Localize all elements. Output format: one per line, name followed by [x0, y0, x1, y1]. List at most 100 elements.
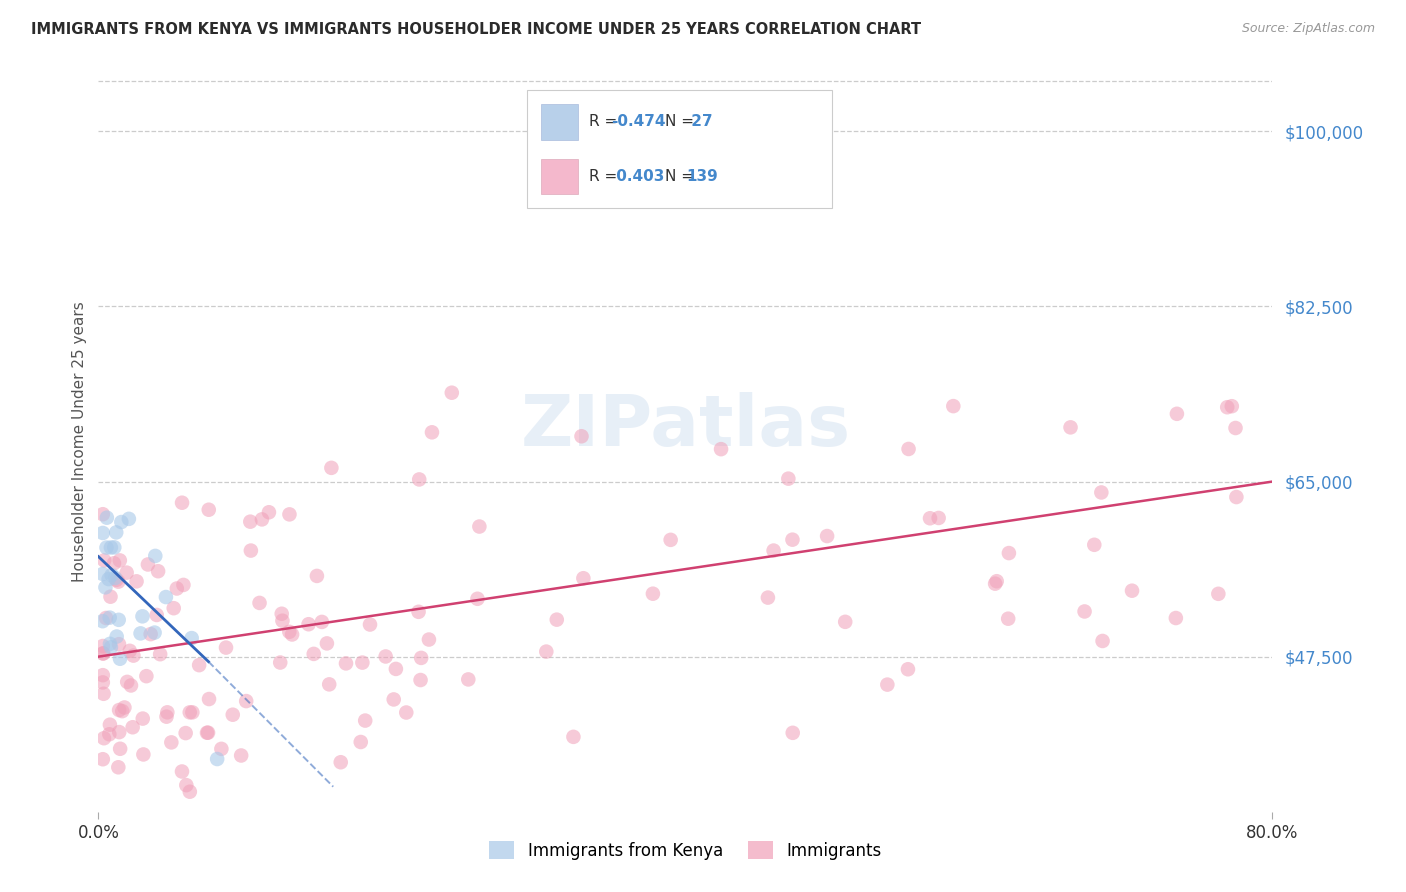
Text: ZIPatlas: ZIPatlas [520, 392, 851, 461]
Point [115, 674, 138, 689]
Point [1121, 583, 1143, 598]
Point [93, 731, 115, 746]
Point [270, 607, 292, 621]
Point [91, 507, 114, 521]
Point [382, 692, 405, 706]
Point [215, 640, 238, 655]
Point [571, 429, 593, 443]
Point [166, 582, 188, 596]
Point [997, 612, 1019, 626]
Point [105, 525, 128, 540]
Point [1166, 407, 1188, 421]
Point [197, 725, 219, 739]
Point [302, 647, 325, 661]
Point [562, 730, 585, 744]
Legend: Immigrants from Kenya, Immigrants: Immigrants from Kenya, Immigrants [482, 835, 889, 866]
Point [91, 668, 114, 682]
Point [98, 637, 121, 651]
Point [778, 472, 800, 486]
Point [762, 543, 785, 558]
Point [197, 502, 219, 516]
Point [318, 677, 340, 691]
Point [98, 717, 121, 731]
Text: Source: ZipAtlas.com: Source: ZipAtlas.com [1241, 22, 1375, 36]
Point [107, 613, 129, 627]
Text: 139: 139 [686, 169, 717, 184]
Point [329, 756, 352, 770]
Point [118, 512, 141, 526]
Point [100, 590, 122, 604]
Point [411, 651, 433, 665]
Point [91, 614, 114, 628]
Text: N =: N = [665, 169, 699, 184]
Point [170, 764, 193, 779]
Point [467, 591, 489, 606]
Point [170, 496, 193, 510]
Point [93, 687, 115, 701]
Point [440, 385, 463, 400]
Point [1216, 401, 1239, 415]
Point [121, 720, 143, 734]
Y-axis label: Householder Income Under 25 years: Householder Income Under 25 years [72, 301, 87, 582]
Point [91, 526, 114, 541]
Point [1220, 399, 1243, 413]
Point [139, 627, 162, 641]
Point [91, 639, 114, 653]
Point [350, 735, 373, 749]
Point [468, 519, 491, 533]
Point [103, 541, 125, 555]
Point [174, 726, 197, 740]
Point [209, 742, 232, 756]
Point [1225, 490, 1247, 504]
Point [155, 590, 177, 604]
Point [105, 630, 128, 644]
Point [103, 556, 125, 570]
Text: R =: R = [589, 169, 621, 184]
Point [163, 601, 186, 615]
Point [1073, 604, 1095, 618]
Point [131, 609, 153, 624]
Point [179, 785, 201, 799]
Point [1225, 421, 1247, 435]
Point [94, 580, 117, 594]
Point [172, 578, 194, 592]
Point [160, 735, 183, 749]
Point [180, 631, 202, 645]
Point [457, 673, 479, 687]
Point [91, 566, 114, 581]
Point [100, 640, 122, 655]
Point [96, 541, 118, 555]
Point [659, 533, 682, 547]
Point [125, 574, 148, 589]
Point [756, 591, 779, 605]
Point [111, 704, 134, 718]
Point [834, 615, 856, 629]
Point [1090, 485, 1112, 500]
Point [143, 625, 166, 640]
Point [408, 472, 430, 486]
Point [179, 706, 201, 720]
Point [918, 511, 941, 525]
Point [536, 644, 558, 658]
Point [108, 652, 131, 666]
Point [146, 564, 169, 578]
Point [136, 558, 159, 572]
Point [395, 706, 418, 720]
Point [897, 442, 920, 456]
Point [984, 576, 1007, 591]
Point [374, 649, 396, 664]
Point [782, 533, 804, 547]
Point [108, 553, 131, 567]
Point [316, 636, 339, 650]
Point [135, 669, 157, 683]
Point [98, 727, 121, 741]
Point [91, 752, 114, 766]
Text: -0.474: -0.474 [612, 114, 666, 129]
Text: 27: 27 [686, 114, 713, 129]
Point [572, 571, 595, 585]
Point [108, 725, 131, 739]
Point [97, 572, 120, 586]
Point [250, 512, 273, 526]
Point [98, 610, 121, 624]
Point [239, 543, 262, 558]
